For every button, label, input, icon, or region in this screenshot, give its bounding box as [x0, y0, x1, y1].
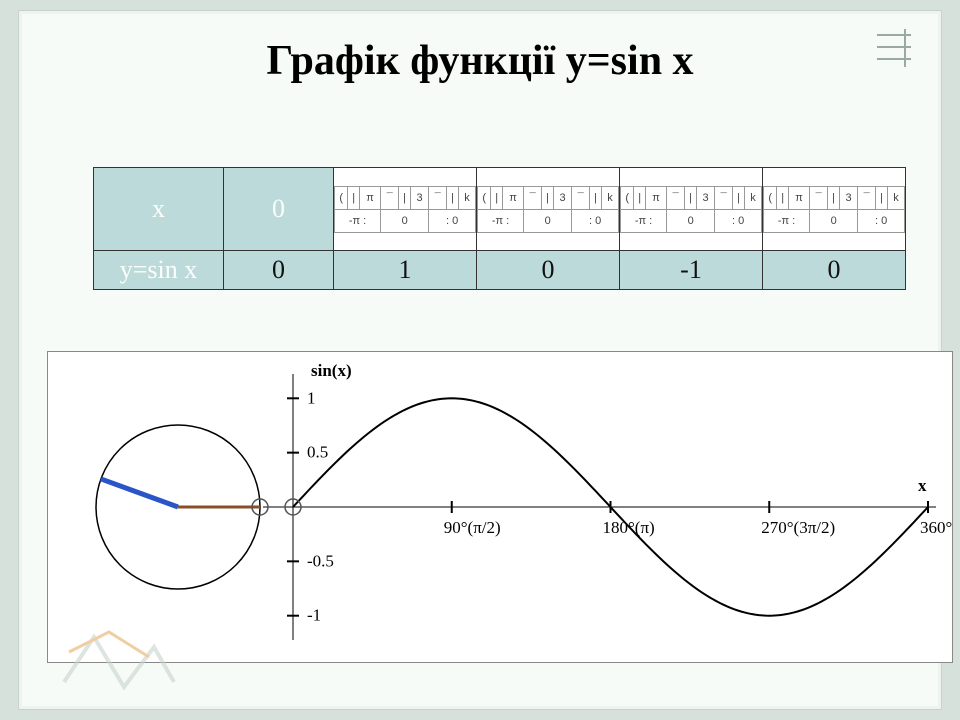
x-axis-title: x: [918, 476, 927, 495]
y-tick-label: 0.5: [307, 443, 328, 462]
x-tick-label: 360°(2π): [920, 518, 952, 537]
table-x-subcell: (|π¯|3¯|k-π :0: 0: [334, 168, 477, 251]
x-tick-label: 90°(π/2): [444, 518, 501, 537]
table-x-subcell: (|π¯|3¯|k-π :0: 0: [620, 168, 763, 251]
x-tick-label: 270°(3π/2): [761, 518, 835, 537]
table-header-zero: 0: [224, 168, 334, 251]
background-decoration: [59, 627, 179, 697]
y-tick-label: -0.5: [307, 551, 334, 570]
values-table: x0(|π¯|3¯|k-π :0: 0(|π¯|3¯|k-π :0: 0(|π¯…: [93, 167, 906, 290]
table-header-x: x: [94, 168, 224, 251]
table-y-value: 1: [334, 251, 477, 290]
y-tick-label: -1: [307, 606, 321, 625]
sine-chart: sin(x)x10.5-0.5-190°(π/2)180°(π)270°(3π/…: [47, 351, 953, 663]
table-y-value: 0: [763, 251, 906, 290]
corner-decoration: [871, 29, 915, 73]
table-y-value: 0: [477, 251, 620, 290]
table-x-subcell: (|π¯|3¯|k-π :0: 0: [763, 168, 906, 251]
table-y-value: -1: [620, 251, 763, 290]
y-axis-title: sin(x): [311, 361, 352, 380]
y-tick-label: 1: [307, 388, 316, 407]
unit-circle-radius: [101, 479, 178, 507]
table-x-subcell: (|π¯|3¯|k-π :0: 0: [477, 168, 620, 251]
table-header-y: y=sin x: [94, 251, 224, 290]
table-y-value: 0: [224, 251, 334, 290]
slide-frame: Графік функції y=sin x x0(|π¯|3¯|k-π :0:…: [18, 10, 942, 710]
slide-title: Графік функції y=sin x: [19, 37, 941, 85]
